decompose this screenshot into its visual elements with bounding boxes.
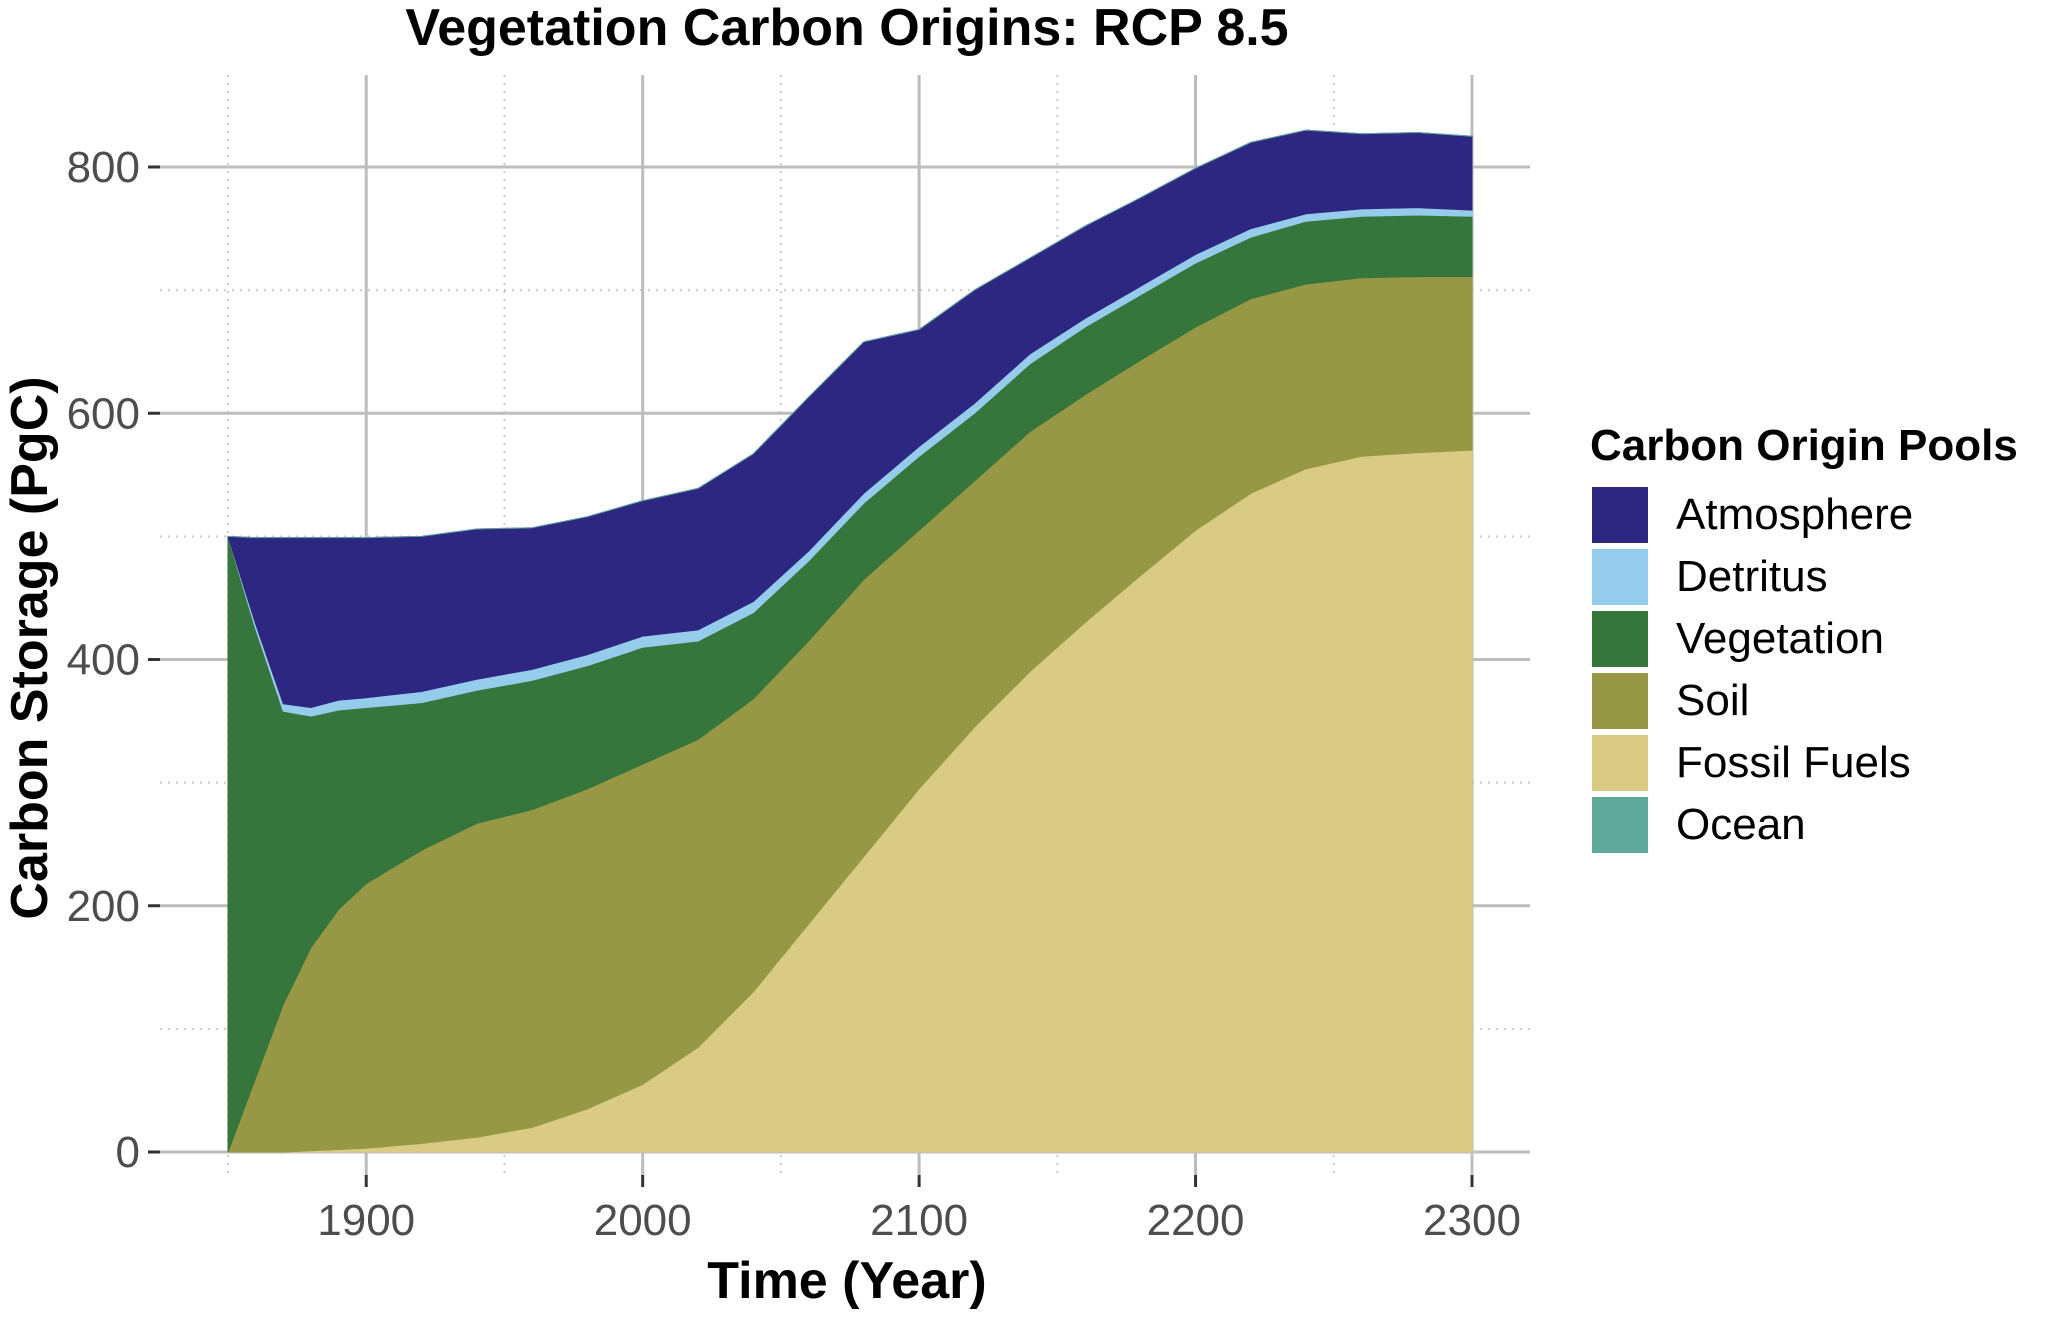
x-tick-label: 1900 bbox=[317, 1196, 415, 1245]
legend-swatch-atmosphere bbox=[1592, 487, 1648, 543]
legend-swatch-vegetation bbox=[1592, 611, 1648, 667]
axes: 0 200 400 600 800 1900 2000 2100 2200 2300 bbox=[67, 143, 1521, 1245]
x-tick-label: 2000 bbox=[594, 1196, 692, 1245]
x-axis-title: Time (Year) bbox=[707, 1252, 986, 1310]
y-tick-label: 200 bbox=[67, 882, 140, 931]
legend-label-fossil-fuels: Fossil Fuels bbox=[1676, 738, 1911, 787]
area-ocean bbox=[227, 129, 1473, 539]
y-tick-label: 600 bbox=[67, 389, 140, 438]
legend-label-vegetation: Vegetation bbox=[1676, 614, 1884, 663]
y-axis-title: Carbon Storage (PgC) bbox=[1, 376, 59, 919]
legend-swatch-fossil-fuels bbox=[1592, 735, 1648, 791]
legend: Carbon Origin Pools Atmosphere Detritus Ve… bbox=[1590, 421, 2018, 853]
legend-label-soil: Soil bbox=[1676, 676, 1749, 725]
legend-label-detritus: Detritus bbox=[1676, 552, 1828, 601]
x-tick-label: 2100 bbox=[870, 1196, 968, 1245]
chart-title: Vegetation Carbon Origins: RCP 8.5 bbox=[405, 0, 1288, 57]
y-tick-label: 800 bbox=[67, 143, 140, 192]
area-series bbox=[227, 129, 1473, 1153]
y-tick-label: 0 bbox=[116, 1128, 140, 1177]
x-tick-label: 2300 bbox=[1423, 1196, 1521, 1245]
legend-swatch-ocean bbox=[1592, 797, 1648, 853]
y-tick-label: 400 bbox=[67, 636, 140, 685]
legend-swatch-soil bbox=[1592, 673, 1648, 729]
x-tick-label: 2200 bbox=[1147, 1196, 1245, 1245]
legend-label-atmosphere: Atmosphere bbox=[1676, 490, 1913, 539]
legend-swatch-detritus bbox=[1592, 549, 1648, 605]
legend-label-ocean: Ocean bbox=[1676, 800, 1806, 849]
legend-title: Carbon Origin Pools bbox=[1590, 421, 2018, 470]
